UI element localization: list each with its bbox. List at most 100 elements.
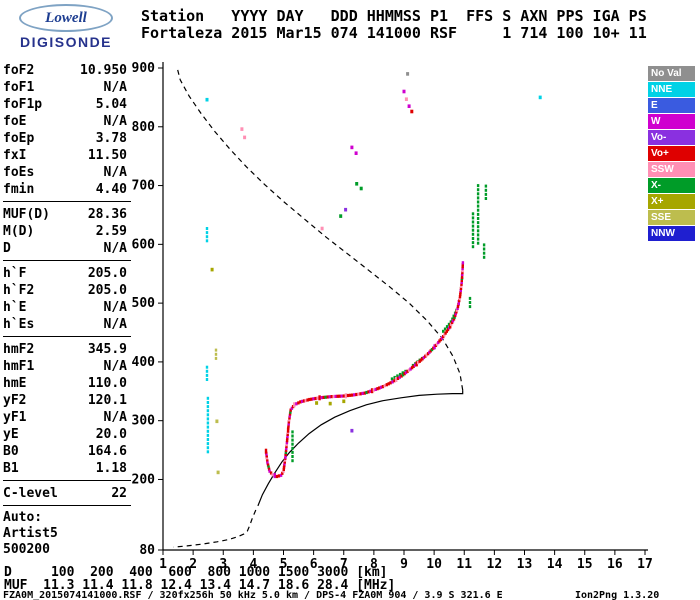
echo-dot bbox=[315, 401, 319, 405]
echo-dot bbox=[206, 446, 210, 450]
echo-dot bbox=[328, 395, 331, 399]
param-value: N/A bbox=[103, 317, 127, 332]
legend-item-w: W bbox=[648, 114, 695, 129]
separator-line bbox=[3, 260, 131, 261]
echo-dot bbox=[421, 357, 424, 361]
echo-dot bbox=[398, 375, 401, 379]
echo-dot bbox=[304, 398, 307, 403]
separator-line bbox=[3, 201, 131, 202]
echo-dot bbox=[350, 145, 354, 150]
echo-dot bbox=[306, 398, 309, 402]
echo-dot bbox=[210, 267, 214, 272]
echo-dot bbox=[401, 373, 405, 377]
echo-dot bbox=[291, 450, 294, 454]
echo-dot bbox=[291, 405, 295, 409]
param-value: 1.18 bbox=[95, 461, 127, 476]
echo-dot bbox=[428, 350, 431, 354]
x-tick-label: 2 bbox=[189, 557, 197, 572]
echo-dot bbox=[369, 389, 372, 393]
echo-dot bbox=[264, 448, 268, 454]
echo-dot bbox=[284, 448, 288, 453]
y-tick-label: 400 bbox=[132, 355, 156, 370]
echo-dot bbox=[293, 402, 296, 408]
echo-dot bbox=[451, 319, 455, 323]
param-row: h`Es N/A bbox=[3, 316, 131, 333]
echo-dot bbox=[468, 296, 472, 300]
param-row: foF2 10.950 bbox=[3, 62, 131, 79]
echo-dot bbox=[288, 412, 292, 416]
echo-dot bbox=[283, 458, 287, 462]
echo-dot bbox=[449, 322, 453, 326]
echo-dot bbox=[471, 241, 475, 245]
echo-dot bbox=[205, 231, 209, 235]
param-value: N/A bbox=[103, 359, 127, 374]
echo-dot bbox=[348, 393, 352, 397]
param-row: yF2 120.1 bbox=[3, 392, 131, 409]
echo-dot bbox=[458, 299, 461, 303]
echo-dot bbox=[387, 382, 390, 386]
echo-dot bbox=[396, 376, 400, 380]
echo-dot bbox=[471, 220, 475, 224]
echo-dot bbox=[344, 207, 348, 212]
echo-dot bbox=[410, 109, 414, 114]
echo-dot bbox=[409, 367, 412, 371]
station-header-line1: Station YYYY DAY DDD HHMMSS P1 FFS S AXN… bbox=[141, 7, 647, 25]
echo-dot bbox=[336, 394, 339, 398]
param-row: yF1 N/A bbox=[3, 409, 131, 426]
echo-dot bbox=[284, 453, 287, 459]
echo-dot bbox=[445, 325, 449, 329]
param-row: foEp 3.78 bbox=[3, 130, 131, 147]
echo-dot bbox=[314, 396, 317, 401]
echo-dot bbox=[206, 401, 210, 404]
echo-dot bbox=[285, 439, 289, 443]
param-value: N/A bbox=[103, 300, 127, 315]
echo-dot bbox=[266, 461, 269, 465]
separator-line bbox=[3, 505, 131, 506]
echo-dot bbox=[432, 346, 435, 350]
param-label: foF1 bbox=[3, 80, 35, 95]
echo-dot bbox=[422, 355, 426, 360]
echo-dot bbox=[273, 473, 276, 479]
echo-dot bbox=[476, 192, 480, 196]
echo-dot bbox=[419, 358, 423, 362]
echo-dot bbox=[435, 342, 439, 346]
y-tick-label: 500 bbox=[132, 296, 156, 311]
muf-row: MUF 11.3 11.4 11.8 12.4 13.4 14.7 18.6 2… bbox=[4, 578, 396, 593]
echo-dot bbox=[359, 392, 362, 396]
echo-dot bbox=[476, 221, 480, 225]
echo-dot bbox=[456, 306, 459, 310]
y-tick-label: 80 bbox=[139, 543, 155, 558]
param-label: h`E bbox=[3, 300, 27, 315]
file-info-line: FZA0M_2015074141000.RSF / 320fx256h 50 k… bbox=[3, 590, 660, 600]
echo-dot bbox=[476, 233, 480, 237]
x-tick-label: 12 bbox=[487, 557, 503, 572]
param-row: B1 1.18 bbox=[3, 460, 131, 477]
echo-dot bbox=[205, 378, 209, 381]
echo-dot bbox=[454, 313, 457, 318]
param-footer-line: Auto: bbox=[3, 510, 43, 525]
echo-dot bbox=[332, 394, 335, 399]
echo-dot bbox=[412, 364, 415, 368]
echo-dot bbox=[461, 263, 464, 267]
param-value: N/A bbox=[103, 80, 127, 95]
param-label: hmE bbox=[3, 376, 27, 391]
echo-dot bbox=[291, 434, 294, 438]
echo-dot bbox=[538, 95, 542, 100]
echo-dot bbox=[285, 441, 289, 445]
echo-dot bbox=[459, 293, 462, 297]
echo-dot bbox=[283, 462, 286, 466]
echo-dot bbox=[320, 226, 324, 231]
echo-dot bbox=[482, 251, 486, 255]
echo-dot bbox=[342, 394, 345, 398]
echo-dot bbox=[396, 374, 399, 378]
echo-dot bbox=[312, 397, 315, 401]
echo-dot bbox=[468, 305, 472, 309]
x-tick-label: 11 bbox=[456, 557, 472, 572]
echo-dot bbox=[340, 394, 343, 398]
echo-dot bbox=[391, 380, 394, 384]
echo-dot bbox=[393, 379, 396, 383]
distance-row: D 100 200 400 600 800 1000 1500 3000 [km… bbox=[4, 565, 388, 580]
separator-line bbox=[3, 336, 131, 337]
echo-dot bbox=[471, 224, 475, 228]
